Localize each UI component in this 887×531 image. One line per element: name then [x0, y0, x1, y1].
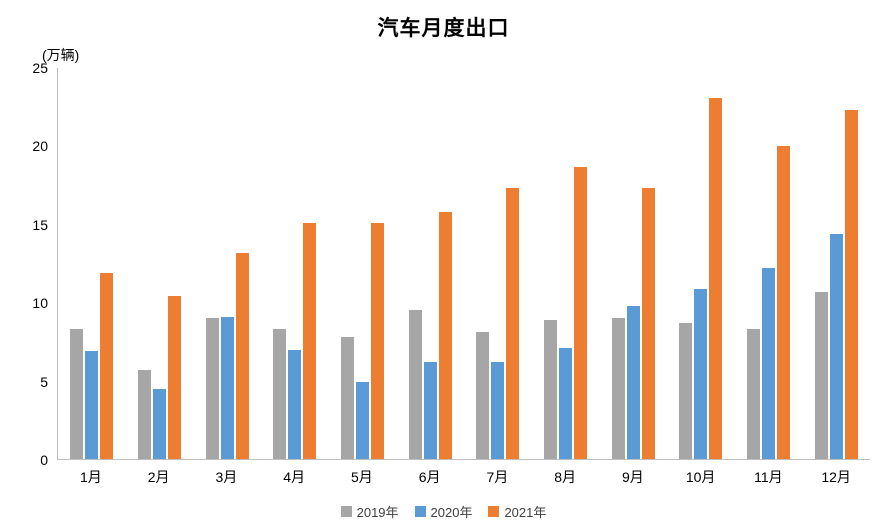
- y-axis-tick-label: 20: [32, 138, 48, 155]
- legend-label: 2021年: [504, 505, 547, 520]
- bar-series-2: [235, 252, 249, 459]
- x-axis-tick-label: 11月: [754, 469, 783, 485]
- x-axis-tick-label: 8月: [554, 469, 577, 485]
- y-axis-tick-label: 5: [40, 373, 48, 390]
- bar-group: [802, 68, 870, 459]
- bar-group: [193, 68, 261, 459]
- x-axis-tick-label: 1月: [79, 469, 102, 485]
- x-axis-tick-label: 4月: [283, 469, 306, 485]
- x-axis-tick-label: 3月: [215, 469, 238, 485]
- bar-group: [464, 68, 532, 459]
- bar-series-1: [356, 382, 370, 459]
- x-axis-tick-label: 7月: [486, 469, 509, 485]
- bar-series-1: [491, 362, 505, 459]
- bar-group: [667, 68, 735, 459]
- bar-group: [58, 68, 126, 459]
- bar-series-0: [611, 318, 625, 459]
- bar-series-1: [220, 316, 234, 459]
- bar-group: [126, 68, 194, 459]
- bar-series-0: [544, 319, 558, 459]
- bar-group: [396, 68, 464, 459]
- y-axis-tick-label: 10: [32, 295, 48, 312]
- bar-series-0: [273, 329, 287, 459]
- bar-series-2: [777, 146, 791, 459]
- x-axis-tick-label: 6月: [418, 469, 441, 485]
- bar-series-2: [303, 222, 317, 459]
- chart-title: 汽车月度出口: [377, 17, 510, 40]
- bar-series-0: [138, 369, 151, 459]
- legend-item-2: 2021年: [488, 502, 546, 521]
- x-axis: 1月 2月 3月 4月 5月 6月 7月 8月 9月 10月 11月 12月: [57, 467, 870, 487]
- bar-series-2: [574, 166, 588, 459]
- bar-group: [735, 68, 803, 459]
- bar-group: [599, 68, 667, 459]
- legend-item-1: 2020年: [414, 502, 473, 521]
- bar-series-1: [762, 268, 776, 459]
- y-axis-unit-label: (万辆): [42, 47, 80, 63]
- bar-series-0: [679, 322, 693, 459]
- bar-series-2: [506, 188, 520, 459]
- plot-area: [57, 68, 870, 460]
- bar-series-1: [559, 347, 573, 459]
- legend: 2019年 2020年 2021年: [0, 502, 887, 521]
- bar-series-2: [168, 296, 181, 459]
- bar-series-0: [747, 329, 761, 459]
- bar-series-2: [371, 222, 385, 459]
- bar-series-2: [100, 272, 114, 459]
- bar-group: [261, 68, 329, 459]
- y-axis-tick-label: 15: [32, 216, 48, 233]
- bar-series-0: [70, 329, 84, 459]
- bar-series-0: [205, 318, 219, 459]
- bar-series-1: [85, 351, 99, 459]
- bar-series-1: [153, 388, 166, 459]
- bar-series-2: [438, 211, 452, 459]
- bar-series-0: [341, 337, 355, 459]
- legend-swatch-icon: [488, 506, 500, 517]
- bar-series-0: [476, 332, 490, 459]
- bar-series-2: [641, 188, 655, 459]
- legend-label: 2020年: [430, 505, 473, 520]
- legend-item-0: 2019年: [340, 502, 399, 521]
- bar-series-0: [814, 291, 828, 459]
- x-axis-tick-label: 2月: [147, 469, 170, 485]
- bar-group: [329, 68, 397, 459]
- bar-series-1: [694, 288, 708, 459]
- bar-series-1: [829, 233, 843, 459]
- y-axis-tick-label: 0: [40, 452, 48, 468]
- x-axis-tick-label: 10月: [685, 469, 716, 485]
- x-axis-tick-label: 9月: [621, 469, 644, 485]
- bar-series-1: [626, 305, 640, 459]
- legend-label: 2019年: [356, 505, 399, 520]
- x-axis-tick-label: 12月: [821, 469, 851, 485]
- bar-series-0: [408, 310, 422, 459]
- bar-series-2: [709, 97, 723, 459]
- bar-series-2: [844, 110, 858, 459]
- legend-swatch-icon: [340, 506, 352, 517]
- legend-swatch-icon: [414, 506, 426, 517]
- x-axis-tick-label: 5月: [350, 469, 373, 485]
- bar-series-1: [423, 362, 437, 459]
- y-axis-tick-label: 25: [32, 60, 48, 76]
- bar-group: [532, 68, 600, 459]
- bar-series-1: [288, 349, 302, 459]
